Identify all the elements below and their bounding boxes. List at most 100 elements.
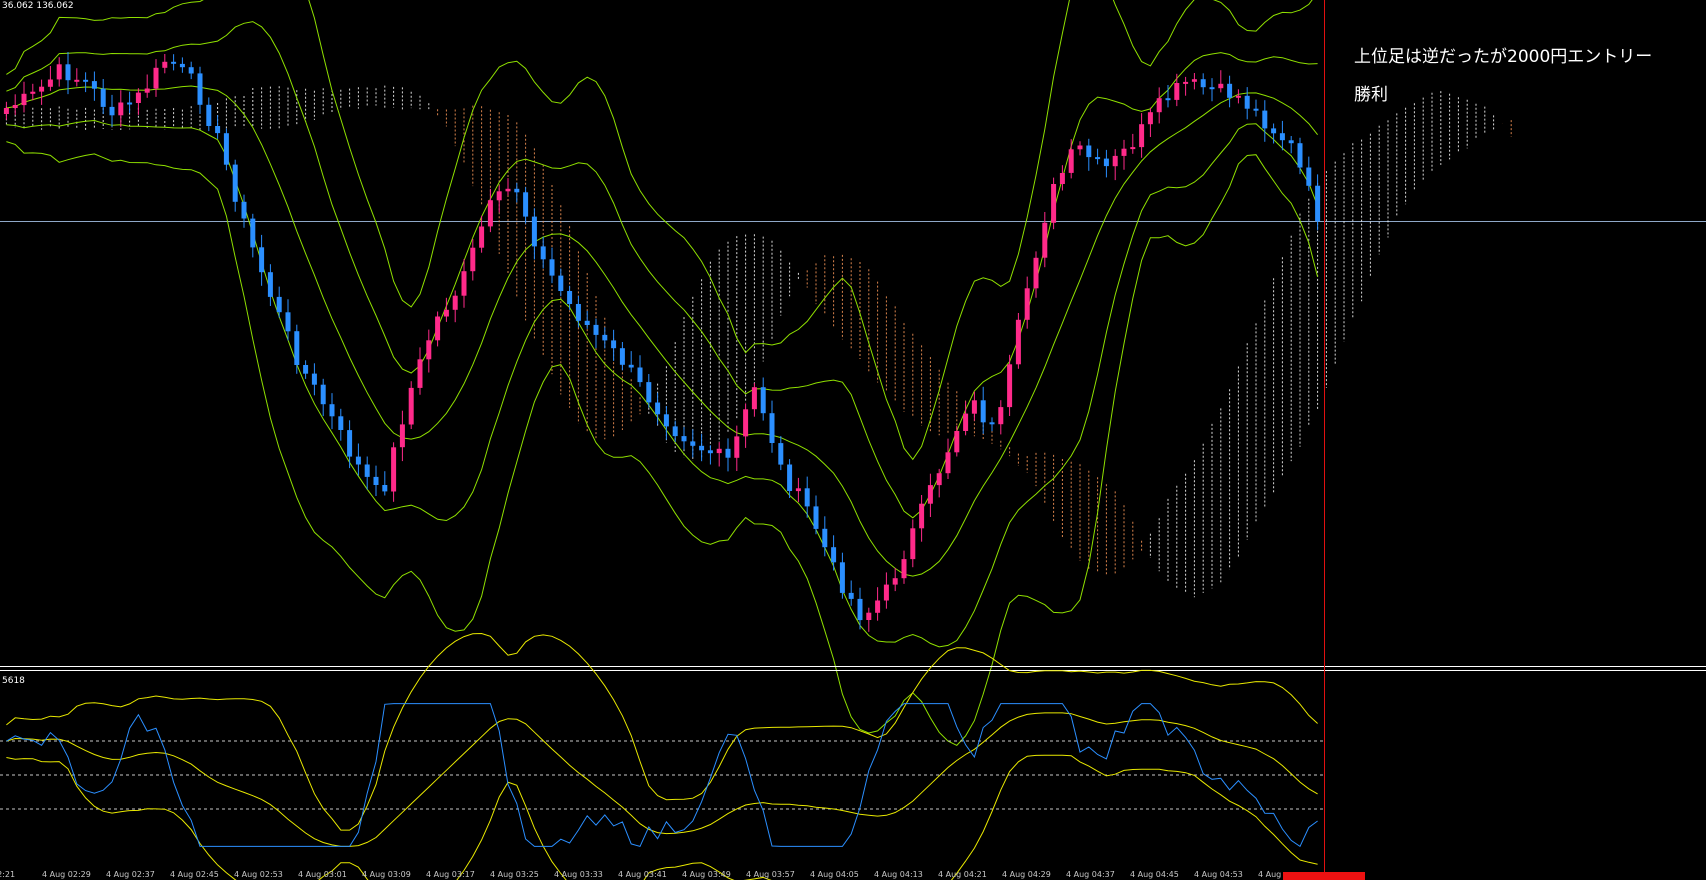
time-axis-tick: 4 Aug 04:37	[1066, 870, 1115, 879]
annotation-line-2: 勝利	[1354, 85, 1388, 105]
candle-body	[655, 402, 661, 415]
candle-body	[514, 188, 520, 193]
candle-body	[787, 464, 793, 491]
candle-body	[831, 547, 837, 563]
candle-body	[426, 340, 432, 360]
candle-body	[628, 364, 634, 368]
candle-body	[523, 192, 529, 217]
candle-body	[12, 105, 18, 108]
candle-body	[1086, 145, 1092, 158]
price-readout: 36.062 136.062	[2, 1, 74, 11]
candle-body	[866, 612, 872, 620]
candle-body	[479, 226, 485, 248]
candle-body	[470, 247, 476, 272]
candle-body	[100, 88, 106, 107]
bollinger-lower-2	[6, 141, 1319, 747]
time-axis-tick: 4 Aug 02:29	[42, 870, 91, 879]
candle-body	[496, 191, 502, 201]
candle-body	[188, 67, 194, 74]
candle-body	[778, 443, 784, 465]
candle-body	[804, 488, 810, 507]
candle-body	[1068, 149, 1074, 173]
candle-body	[179, 63, 185, 68]
time-axis-tick: 4 Aug 04:13	[874, 870, 923, 879]
candle-body	[1315, 185, 1321, 222]
candle-body	[883, 584, 889, 601]
candle-body	[505, 188, 511, 192]
candle-body	[127, 102, 133, 105]
candle-body	[795, 488, 801, 492]
candle-body	[285, 312, 291, 332]
candle-body	[1112, 155, 1118, 167]
candle-body	[399, 424, 405, 448]
candle-body	[593, 324, 599, 335]
bollinger-upper-1	[6, 21, 1318, 519]
subwindow-label: 5618	[2, 676, 25, 686]
candle-body	[391, 447, 397, 492]
time-axis-tick: 4 Aug 03:57	[746, 870, 795, 879]
time-axis-tick: 4 Aug 03:49	[682, 870, 731, 879]
candle-body	[3, 108, 9, 114]
candle-body	[83, 79, 89, 82]
candle-body	[39, 86, 45, 92]
candle-body	[223, 133, 229, 165]
candle-body	[47, 79, 53, 87]
candle-body	[1077, 145, 1083, 150]
candle-body	[663, 414, 669, 427]
annotation-line-1: 上位足は逆だったが2000円エントリー	[1354, 47, 1653, 67]
candle-body	[241, 201, 247, 219]
candle-body	[311, 373, 317, 385]
candle-body	[171, 61, 177, 64]
candle-body	[716, 448, 722, 454]
candle-body	[936, 473, 942, 486]
time-axis-tick: 02:21	[0, 870, 16, 879]
candle-body	[206, 104, 212, 126]
candle-body	[558, 275, 564, 291]
candle-body	[1200, 79, 1206, 88]
candle-body	[294, 331, 300, 365]
time-axis-tick: 4 Aug 04:45	[1130, 870, 1179, 879]
candle-body	[347, 430, 353, 457]
main-chart-panel	[0, 0, 1706, 747]
candle-body	[1015, 319, 1021, 365]
candle-body	[584, 320, 590, 325]
oscillator-mid-band	[6, 712, 1318, 847]
candle-body	[1095, 157, 1101, 160]
bollinger-mid-line	[6, 85, 1318, 577]
candle-body	[1306, 167, 1312, 186]
time-axis: 02:21 4 Aug 02:29 4 Aug 02:37 4 Aug 02:45 4 …	[0, 870, 1706, 880]
candle-body	[364, 464, 370, 477]
time-axis-tick: 4 Aug 04:29	[1002, 870, 1051, 879]
candle-body	[927, 485, 933, 504]
time-axis-tick: 4 Aug 04:21	[938, 870, 987, 879]
candle-body	[699, 445, 705, 451]
candle-body	[1033, 257, 1039, 289]
candle-body	[725, 448, 731, 458]
candle-body	[619, 348, 625, 365]
candle-body	[1174, 83, 1180, 100]
candle-body	[65, 64, 71, 81]
time-axis-tick: 4 Aug 03:33	[554, 870, 603, 879]
candle-body	[56, 64, 62, 80]
candle-body	[1165, 98, 1171, 101]
candle-body	[1271, 128, 1277, 134]
candle-body	[980, 400, 986, 423]
candle-body	[637, 367, 643, 383]
candle-body	[1121, 148, 1127, 156]
oscillator-lower-band	[6, 754, 1318, 880]
candle-body	[329, 404, 335, 417]
candle-body	[1183, 81, 1189, 84]
candle-body	[963, 413, 969, 431]
candle-body	[162, 61, 168, 68]
candle-body	[760, 387, 766, 414]
candle-body	[461, 271, 467, 296]
candle-body	[857, 598, 863, 621]
candle-body	[1235, 95, 1241, 98]
candle-body	[452, 295, 458, 310]
candle-body	[743, 409, 749, 437]
candle-body	[1218, 83, 1224, 89]
candle-body	[690, 441, 696, 446]
bollinger-upper-2	[6, 0, 1313, 461]
current-time-tag	[1283, 872, 1365, 880]
